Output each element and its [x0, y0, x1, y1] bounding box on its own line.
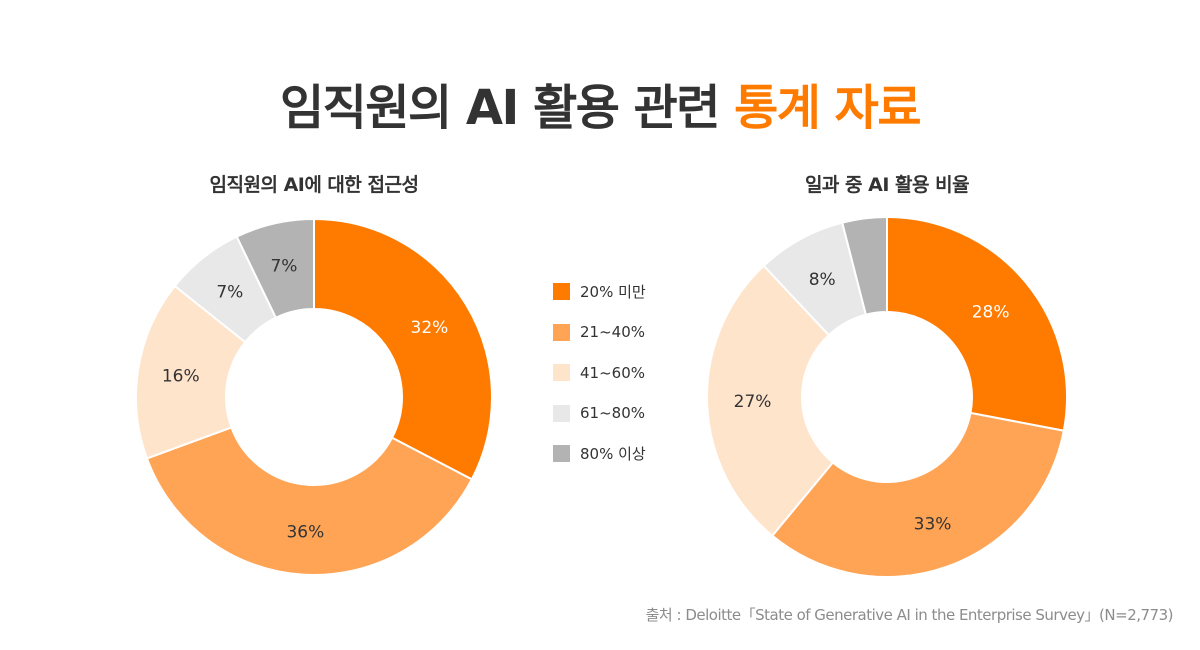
legend-label: 20% 미만: [580, 283, 646, 301]
page-title: 임직원의 AI 활용 관련 통계 자료: [0, 68, 1200, 138]
chart-title-access: 임직원의 AI에 대한 접근성: [209, 174, 419, 196]
donut-chart-usage: 28% 33% 27% 8%: [706, 215, 1068, 578]
slice-data-label: 32%: [411, 318, 449, 338]
donut-slice: [313, 217, 493, 481]
chart-title-usage: 일과 중 AI 활용 비율: [804, 174, 970, 196]
legend: 20% 미만 21~40% 41~60% 61~80% 80% 이상: [553, 283, 646, 486]
slice-data-label: 7%: [270, 256, 297, 276]
source-citation: 출처 : Deloitte「State of Generative AI in …: [645, 606, 1174, 624]
donut-slice: [706, 264, 835, 538]
slice-data-label: 16%: [162, 366, 200, 386]
slice-data-label: 8%: [809, 270, 836, 290]
slice-data-label: 27%: [734, 392, 772, 412]
slice-data-label: 33%: [914, 515, 952, 535]
page-title-accent: 통계 자료: [734, 80, 921, 136]
donut-slice: [235, 217, 315, 320]
page-title-main: 임직원의 AI 활용 관련: [280, 80, 735, 136]
legend-swatch: [553, 404, 570, 422]
legend-item: 20% 미만: [553, 283, 646, 301]
legend-swatch: [553, 323, 570, 341]
legend-swatch: [553, 445, 570, 462]
legend-item: 21~40%: [553, 323, 646, 341]
legend-swatch: [553, 283, 570, 300]
donut-slice: [145, 426, 474, 576]
legend-label: 80% 이상: [580, 445, 646, 463]
donut-slice: [135, 284, 247, 460]
donut-slice: [770, 411, 1065, 578]
legend-label: 61~80%: [580, 404, 645, 422]
legend-swatch: [553, 364, 570, 381]
legend-item: 80% 이상: [553, 445, 646, 463]
legend-item: 41~60%: [553, 363, 646, 382]
slice-data-label: 7%: [216, 282, 243, 302]
donut-slice: [841, 215, 888, 316]
slice-data-label: 36%: [286, 523, 324, 543]
donut-slice: [886, 215, 1068, 432]
legend-label: 41~60%: [580, 363, 645, 382]
slice-data-label: 28%: [972, 302, 1010, 322]
legend-item: 61~80%: [553, 404, 646, 422]
legend-label: 21~40%: [580, 323, 645, 341]
donut-chart-access: 32% 36% 16% 7% 7%: [135, 217, 493, 576]
